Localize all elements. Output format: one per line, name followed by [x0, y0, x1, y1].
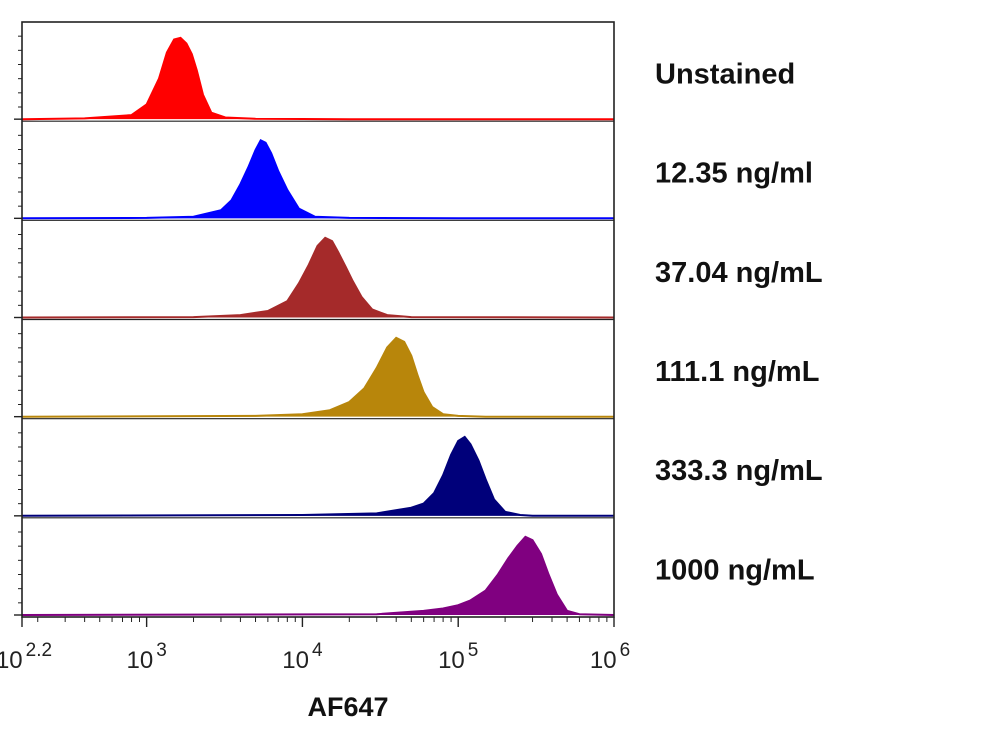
histogram-outline: [21, 435, 614, 517]
x-tick-label: 10 2.2: [0, 640, 52, 674]
x-tick-label: 10 6: [590, 640, 630, 674]
x-axis-label: AF647: [307, 692, 388, 722]
histogram-panel: [14, 134, 614, 221]
x-tick-label: 10 3: [126, 640, 166, 674]
histogram-panel: [14, 234, 615, 321]
legend-label: 12.35 ng/ml: [655, 158, 813, 190]
histogram-panel: [14, 531, 615, 616]
histogram-outline: [21, 138, 614, 220]
legend-label: 111.1 ng/mL: [655, 356, 819, 388]
legend-label: 1000 ng/mL: [655, 554, 815, 586]
histogram-fill: [22, 140, 614, 219]
legend-label: Unstained: [655, 58, 795, 90]
legend: Unstained 12.35 ng/ml 37.04 ng/mL 111.1 ng/…: [655, 58, 823, 586]
x-tick-label: 10 4: [282, 640, 323, 674]
histogram-fill: [22, 237, 614, 318]
x-axis: 10 2.2 10 3 10 4 10 5 10 6: [0, 617, 630, 674]
legend-label: 333.3 ng/mL: [655, 455, 823, 487]
histogram-fill: [22, 437, 614, 516]
histogram-panels: [14, 35, 615, 616]
histogram-fill: [22, 536, 614, 615]
histogram-panel: [14, 432, 614, 519]
x-tick-label: 10 5: [438, 640, 478, 674]
histogram-fill: [22, 37, 614, 120]
histogram-outline: [21, 336, 614, 418]
histogram-panel: [14, 333, 614, 420]
histogram-panel: [14, 35, 614, 122]
legend-label: 37.04 ng/mL: [655, 257, 823, 289]
histogram-outline: [21, 535, 615, 616]
histogram-fill: [22, 337, 614, 417]
plot-frame: [21, 21, 615, 618]
histogram-outline: [21, 236, 615, 319]
histogram-outline: [21, 36, 614, 121]
